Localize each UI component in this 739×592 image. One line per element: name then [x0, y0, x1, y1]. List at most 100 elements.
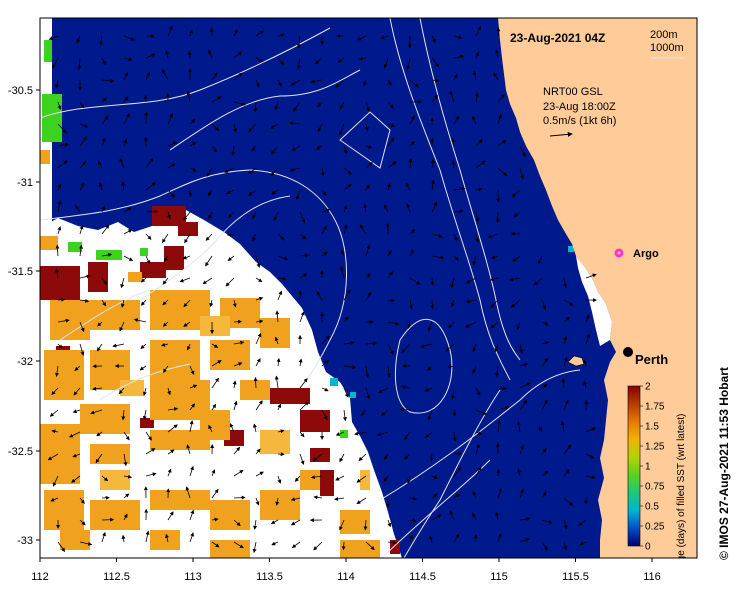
current-vector	[541, 384, 548, 389]
current-vector	[140, 343, 147, 350]
current-vector	[211, 469, 216, 477]
current-vector	[563, 519, 568, 530]
longitude-tick-label: 116	[643, 571, 661, 583]
current-vector	[211, 377, 219, 389]
current-vector	[233, 519, 241, 527]
current-vector	[343, 204, 348, 213]
current-vector	[161, 342, 169, 347]
current-vector	[79, 136, 87, 147]
current-vector	[541, 541, 548, 551]
current-vector	[579, 541, 587, 546]
current-vector	[538, 426, 543, 433]
current-vector	[252, 233, 257, 242]
current-vector	[189, 465, 194, 477]
current-vector	[453, 233, 458, 242]
current-vector	[207, 189, 213, 197]
current-vector	[365, 341, 378, 346]
current-vector	[167, 449, 175, 455]
current-vector	[387, 540, 397, 545]
current-vector	[359, 224, 367, 235]
current-vector	[277, 403, 282, 411]
current-vector	[339, 266, 345, 279]
current-vector	[299, 273, 308, 279]
current-vector	[120, 277, 125, 289]
current-vector	[165, 533, 169, 543]
colorbar	[627, 385, 641, 547]
current-vector	[451, 138, 456, 147]
current-vector	[475, 139, 483, 147]
current-vector	[563, 497, 574, 507]
current-vector	[453, 186, 466, 191]
current-vector	[583, 359, 588, 367]
current-vector	[343, 316, 349, 323]
current-vector	[358, 56, 367, 61]
current-vector	[52, 475, 59, 487]
current-vector	[71, 475, 81, 483]
current-vector	[211, 517, 219, 522]
current-vector	[182, 255, 191, 260]
current-vector	[519, 343, 524, 354]
current-vector	[453, 493, 461, 499]
current-vector	[475, 443, 480, 455]
cyan-sst-patches	[330, 246, 574, 398]
current-vector	[101, 97, 108, 103]
current-vector	[519, 145, 526, 158]
rottnest-island	[567, 355, 585, 367]
current-vector	[429, 535, 434, 543]
current-vector	[233, 495, 246, 500]
colorbar-tick-label: 0.75	[645, 482, 665, 493]
current-vector	[497, 140, 507, 147]
current-vector	[211, 403, 217, 411]
current-vector	[123, 207, 132, 213]
current-vector	[453, 35, 463, 39]
current-vector	[365, 365, 370, 379]
current-vector	[491, 255, 499, 259]
current-vector	[79, 497, 85, 504]
current-vector	[519, 444, 524, 455]
latitude-tick-label: -32.5	[8, 446, 33, 458]
current-vector	[275, 310, 280, 323]
current-vector	[365, 273, 371, 279]
current-vector	[255, 255, 261, 268]
current-vector	[472, 512, 477, 521]
current-vector	[519, 517, 531, 521]
current-vector	[101, 475, 109, 482]
current-vector	[541, 357, 549, 367]
current-vector	[475, 233, 480, 243]
longitude-tick-label: 112.5	[103, 571, 130, 583]
current-vector	[189, 403, 195, 411]
current-vector	[310, 79, 323, 84]
current-vector	[383, 204, 389, 213]
current-vector	[387, 101, 395, 109]
current-vector	[57, 318, 70, 323]
current-vector	[211, 72, 218, 81]
current-vector	[383, 57, 389, 69]
current-vector	[475, 187, 483, 192]
current-vector	[275, 497, 280, 506]
latitude-tick-label: -31	[17, 177, 33, 189]
perth-label: Perth	[635, 352, 668, 367]
current-vector	[430, 277, 435, 286]
current-vector	[101, 115, 109, 125]
current-vector	[270, 167, 279, 177]
current-vector	[447, 364, 455, 369]
current-vector	[408, 158, 413, 169]
current-vector	[145, 182, 156, 191]
current-vector	[474, 92, 479, 103]
current-vector	[431, 94, 439, 103]
current-vector	[356, 475, 367, 483]
current-vector	[226, 189, 235, 194]
current-vector	[541, 399, 548, 411]
current-vector	[183, 299, 191, 308]
current-vector	[123, 96, 129, 103]
current-vector	[101, 531, 106, 543]
current-vector	[162, 321, 169, 327]
current-vector	[78, 244, 83, 257]
current-vector	[563, 541, 568, 551]
current-vector	[121, 181, 126, 191]
colorbar-tick-label: 1	[645, 462, 651, 473]
current-vector	[509, 277, 521, 282]
current-vector	[495, 511, 499, 521]
current-vector	[380, 35, 389, 40]
current-vector	[365, 144, 373, 149]
